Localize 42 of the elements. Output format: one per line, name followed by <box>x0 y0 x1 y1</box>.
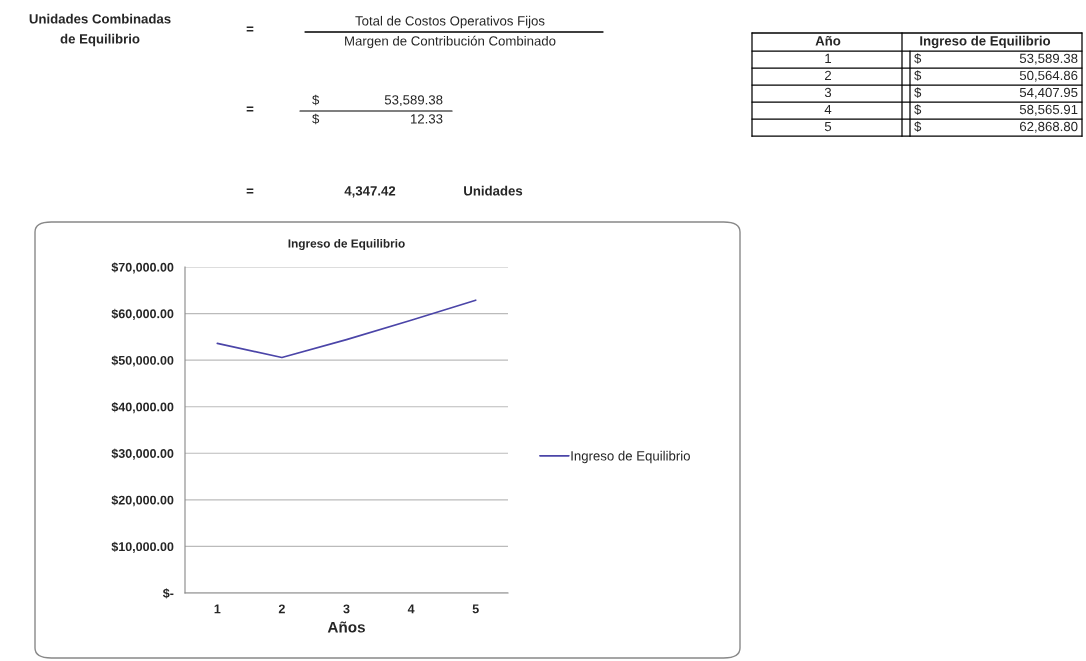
x-tick-label: 5 <box>472 604 479 614</box>
text: de Equilibrio <box>60 33 140 47</box>
y-tick-label: $20,000.00 <box>111 495 174 507</box>
y-tick-label: $60,000.00 <box>111 308 174 321</box>
category-label: 5 <box>824 121 832 132</box>
x-tick-label: 4 <box>407 604 415 614</box>
text: $ 54,407.95 <box>914 87 1078 99</box>
legend-label: Ingreso de Equilibrio <box>571 450 690 464</box>
text: 12.33 <box>410 114 443 124</box>
y-tick-label: $50,000.00 <box>111 355 174 367</box>
text: $ <box>312 94 320 106</box>
text: Margen de Contribución Combinado <box>345 35 556 49</box>
x-tick-label: 2 <box>278 604 285 614</box>
y-tick-label: $70,000.00 <box>111 262 174 274</box>
text: Año <box>815 35 841 46</box>
text: = <box>246 106 254 112</box>
text: $ 58,565.91 <box>914 104 1078 116</box>
line-series <box>216 299 477 359</box>
text: 53,589.38 <box>384 95 443 107</box>
y-tick-label: $- <box>162 588 174 599</box>
category-label: 1 <box>825 53 832 63</box>
y-tick-label: $10,000.00 <box>111 541 174 553</box>
x-tick-label: 3 <box>343 604 350 614</box>
text: Total de Costos Operativos Fijos <box>355 15 545 29</box>
text: Unidades Combinadas <box>29 13 171 24</box>
text: $ 53,589.38 <box>914 53 1078 65</box>
y-tick-label: $30,000.00 <box>111 448 174 460</box>
text: $ 50,564.86 <box>914 70 1078 82</box>
text: 4,347.42 <box>344 186 396 198</box>
text: $ <box>312 113 320 125</box>
text: Ingreso de Equilibrio <box>920 35 1051 49</box>
x-axis-title: Años <box>327 621 365 633</box>
text: = <box>246 26 254 32</box>
x-tick-label: 1 <box>214 604 221 614</box>
category-label: 3 <box>824 87 832 98</box>
text: = <box>246 188 254 194</box>
category-label: 2 <box>825 70 832 80</box>
y-tick-label: $40,000.00 <box>111 401 174 414</box>
category-label: 4 <box>824 104 832 115</box>
text: Unidades <box>464 185 523 196</box>
chart-title: Ingreso de Equilibrio <box>288 239 405 251</box>
text: $ 62,868.80 <box>914 121 1078 133</box>
